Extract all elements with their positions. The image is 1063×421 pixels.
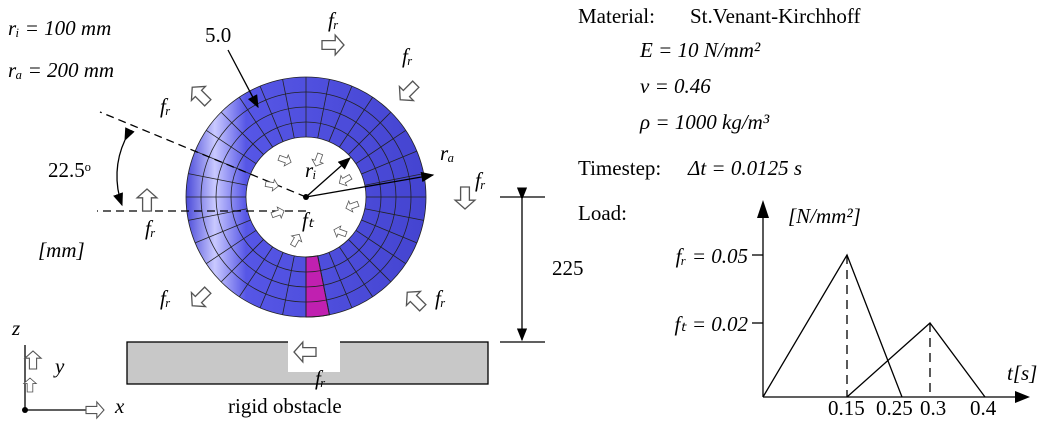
figure: rᵢ = 100 mm rₐ = 200 mm 5.0 22.5ᵒ [mm] 2… [0,0,1063,421]
force-arrow [288,231,305,248]
label: Timestep: [578,156,661,180]
unit: [N/mm²] [788,204,861,228]
axis-label: t[s] [1007,361,1037,385]
force-arrow [86,402,104,418]
force-label: fᵣ [435,286,446,310]
label: rₐ = 200 mm [8,58,114,82]
tick-label: 0.25 [876,396,913,420]
force-label: fᵣ [402,44,413,68]
force-arrow [185,283,215,313]
label: 22.5ᵒ [48,158,91,182]
tick-label: 0.15 [828,396,865,420]
tick-label: fᵣ = 0.05 [676,244,748,268]
force-label: fᵣ [328,8,339,32]
value: ν = 0.46 [640,74,711,98]
force-arrow [393,77,423,107]
load-curve [763,255,902,397]
tick-label: 0.4 [970,396,997,420]
force-arrow [185,80,215,110]
force-arrow [332,224,348,239]
axis-label: x [114,394,125,418]
label: 225 [552,256,584,280]
force-label: fₜ [302,208,315,232]
origin [22,407,28,413]
axis-label: y [53,354,65,378]
value: ρ = 1000 kg/m³ [639,110,770,134]
angle-arc [117,140,125,205]
value: Δt = 0.0125 s [687,156,802,180]
label: [mm] [38,238,85,262]
label: Load: [578,201,627,225]
load-curve [847,323,985,397]
force-arrow [400,285,430,315]
label: Material: [578,4,655,28]
force-arrow [277,152,293,167]
force-label: fᵣ [145,216,156,240]
obstacle-label: rigid obstacle [228,394,342,418]
force-arrow [137,189,157,211]
force-label: fᵣ [315,366,326,390]
force-arrow [336,172,353,189]
axis-label: z [11,316,20,340]
force-label: fᵣ [160,94,171,118]
force-label: fᵣ [160,286,171,310]
label: rᵢ [305,158,317,182]
value: E = 10 N/mm² [639,38,761,62]
axis-arrow [1015,391,1030,403]
axis-arrow [757,200,769,218]
force-label: fᵣ [475,168,486,192]
force-arrow [344,198,360,213]
tick-label: 0.3 [920,396,946,420]
label: rᵢ = 100 mm [8,16,111,40]
force-arrow [270,205,286,220]
label: rₐ [440,141,454,165]
tick-label: fₜ = 0.02 [675,312,749,336]
force-arrow [455,187,475,209]
label: 5.0 [205,23,231,47]
force-arrow [25,351,41,369]
force-arrow [322,35,344,55]
value: St.Venant-Kirchhoff [690,4,861,28]
